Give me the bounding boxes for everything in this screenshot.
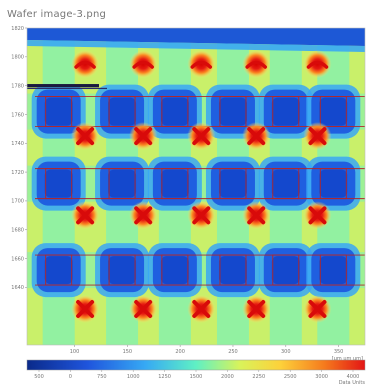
overlay-box: [108, 96, 136, 128]
overlay-box: [319, 96, 347, 128]
colorbar-tick-label: 1500: [190, 374, 203, 380]
hot-spot-x: [247, 299, 266, 318]
y-tick-label: 1780: [11, 83, 24, 89]
heatmap-blob: [160, 256, 189, 285]
colorbar-unit-label: Data Units: [339, 380, 366, 386]
overlay-box: [219, 168, 247, 200]
heatmap-blob: [319, 97, 348, 126]
y-tick-label: 1680: [11, 228, 24, 234]
colorbar-tick-label: 1250: [158, 374, 171, 380]
hot-spot-x: [247, 206, 266, 225]
colorbar-tick-label: 500: [34, 374, 44, 380]
colorbar-tick-label: 2000: [221, 374, 234, 380]
heatmap-blob: [319, 169, 348, 198]
x-tick-label: 350: [334, 349, 344, 355]
heatmap-blob: [108, 256, 137, 285]
x-tick-label: 250: [228, 349, 238, 355]
heatmap-blob: [108, 169, 137, 198]
overlay-box: [108, 254, 136, 286]
colorbar-tick-label: 3000: [315, 374, 328, 380]
chart-title: Wafer image-3.png: [7, 9, 107, 20]
hot-spot-arc: [245, 60, 267, 69]
overlay-box: [219, 96, 247, 128]
overlay-box: [219, 254, 247, 286]
overlay-box: [45, 254, 73, 286]
overlay-box: [161, 254, 189, 286]
y-tick-label: 1640: [11, 285, 24, 291]
hot-spot-x: [76, 206, 95, 225]
heatmap-blob: [44, 97, 73, 126]
x-unit-label: [μm μm μm]: [332, 356, 363, 362]
hot-spot-x: [308, 299, 327, 318]
heatmap-blob: [271, 256, 300, 285]
y-tick-label: 1740: [11, 141, 24, 147]
heatmap-blob: [218, 256, 247, 285]
hot-spot-x: [134, 127, 153, 146]
hot-spot-arc: [306, 60, 329, 69]
hot-spot-x: [247, 127, 266, 146]
overlay-box: [272, 168, 300, 200]
hot-spot-x: [308, 206, 327, 225]
heatmap-blob: [160, 97, 189, 126]
overlay-box: [108, 168, 136, 200]
colorbar-tick-label: 4000: [347, 374, 360, 380]
overlay-box: [272, 254, 300, 286]
marker-bar: [27, 84, 99, 88]
overlay-box: [45, 96, 73, 128]
y-tick-label: 1720: [11, 170, 24, 176]
x-tick-label: 300: [281, 349, 291, 355]
hot-spot-arc: [74, 60, 96, 69]
hot-spot-x: [134, 206, 153, 225]
colorbar-tick-label: 0: [69, 374, 72, 380]
overlay-box: [272, 96, 300, 128]
hot-spot-x: [134, 299, 153, 318]
hot-spot-x: [308, 127, 327, 146]
x-tick-label: 100: [70, 349, 80, 355]
y-tick-label: 1800: [11, 55, 24, 61]
colorbar: [26, 359, 366, 371]
overlay-box: [45, 168, 73, 200]
overlay-box: [161, 96, 189, 128]
heatmap-blob: [44, 256, 73, 285]
overlay-box: [319, 168, 347, 200]
overlay-box: [161, 168, 189, 200]
plot-frame: [26, 27, 366, 346]
y-tick-label: 1700: [11, 199, 24, 205]
colorbar-tick-label: 1000: [127, 374, 140, 380]
hot-spot-x: [192, 299, 211, 318]
hot-spot-arc: [132, 60, 154, 69]
y-tick-label: 1760: [11, 112, 24, 118]
x-tick-label: 200: [175, 349, 185, 355]
y-tick-label: 1660: [11, 256, 24, 262]
heatmap-blob: [271, 97, 300, 126]
hot-spot-x: [192, 127, 211, 146]
x-tick-label: 150: [123, 349, 133, 355]
heatmap-blob: [271, 169, 300, 198]
heatmap-blob: [218, 97, 247, 126]
heatmap-blob: [160, 169, 189, 198]
heatmap-top-edge: [27, 40, 365, 52]
colorbar-tick-label: 750: [97, 374, 107, 380]
overlay-box: [319, 254, 347, 286]
hot-spot-arc: [190, 60, 213, 69]
heatmap-blob: [319, 256, 348, 285]
heatmap-blob: [218, 169, 247, 198]
marker-bar: [27, 87, 107, 90]
colorbar-tick-label: 2500: [284, 374, 297, 380]
hot-spot-x: [76, 127, 95, 146]
y-tick-label: 1820: [11, 26, 24, 32]
heatmap-blob: [44, 169, 73, 198]
hot-spot-x: [192, 206, 211, 225]
hot-spot-x: [76, 299, 95, 318]
colorbar-tick-label: 2250: [252, 374, 265, 380]
heatmap-blob: [108, 97, 137, 126]
